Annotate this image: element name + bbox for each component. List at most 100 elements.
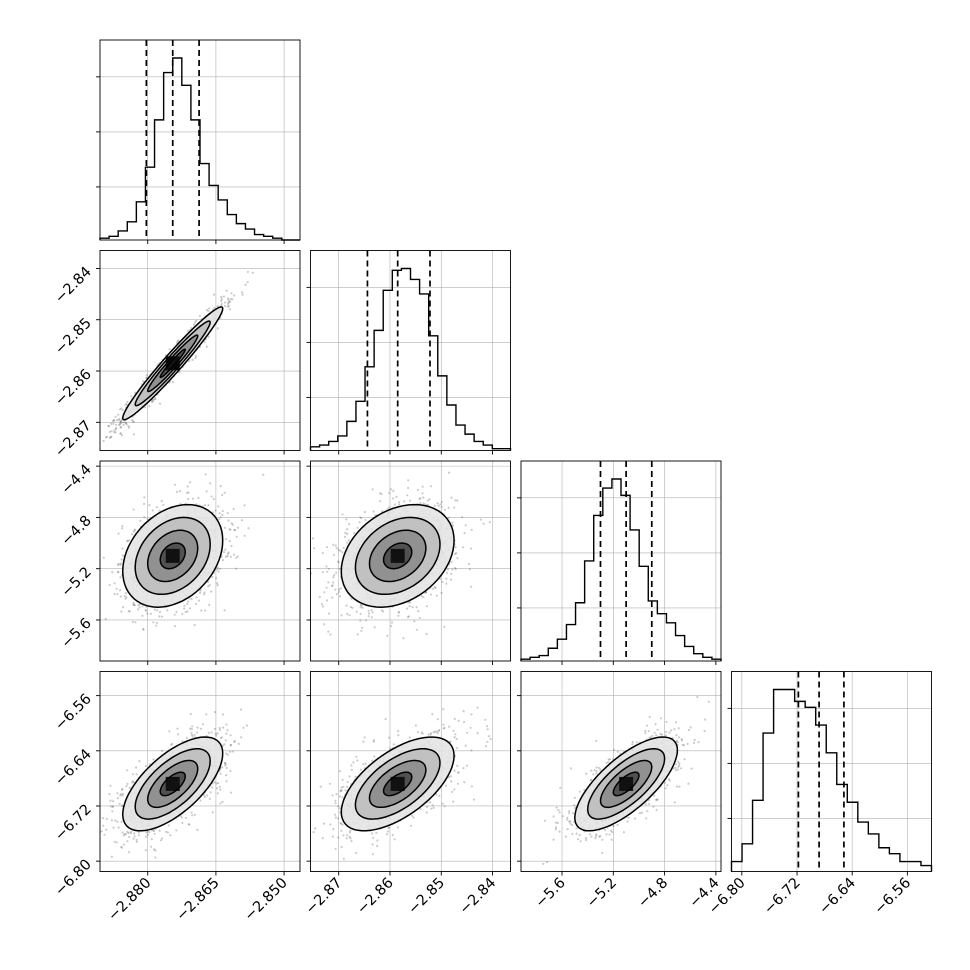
sample-point (138, 606, 141, 609)
sample-point (121, 409, 124, 412)
sample-point (120, 527, 124, 530)
sample-point (361, 606, 364, 609)
sample-point (216, 584, 219, 587)
sample-point (225, 723, 228, 726)
sample-point (117, 532, 120, 535)
sample-point (166, 831, 169, 834)
sample-point (223, 301, 227, 304)
sample-point (337, 588, 341, 591)
sample-point (111, 571, 114, 574)
sample-point (223, 526, 227, 529)
sample-point (468, 562, 471, 566)
sample-point (360, 604, 363, 607)
sample-point (224, 548, 227, 551)
sample-point (349, 605, 352, 609)
sample-point (445, 582, 448, 585)
sample-point (91, 465, 93, 467)
sample-point (407, 479, 410, 482)
sample-point (117, 413, 120, 416)
sample-point (326, 570, 329, 573)
sample-point (115, 426, 118, 430)
sample-point (146, 518, 149, 521)
sample-point (107, 424, 110, 427)
sample-point (488, 521, 491, 524)
sample-point (113, 431, 116, 434)
sample-point (337, 548, 340, 552)
sample-point (122, 423, 125, 427)
sample-point (183, 607, 186, 610)
sample-point (173, 625, 176, 628)
sample-point (219, 802, 222, 805)
sample-point (216, 305, 219, 308)
sample-point (121, 525, 124, 528)
sample-point (422, 496, 425, 499)
sample-point (226, 511, 229, 515)
histogram-panel (96, 40, 300, 241)
sample-point (422, 596, 425, 599)
sample-point (372, 510, 375, 513)
sample-point (235, 556, 238, 559)
sample-point (119, 422, 122, 425)
sample-point (302, 603, 304, 605)
sample-point (320, 603, 324, 606)
sample-point (341, 551, 344, 554)
sample-point (219, 485, 222, 488)
sample-point (195, 596, 198, 599)
sample-point (453, 506, 456, 509)
sample-point (235, 535, 238, 538)
sample-point (224, 739, 227, 742)
sample-point (392, 497, 395, 500)
sample-point (409, 499, 412, 502)
sample-point (113, 840, 116, 843)
sample-point (443, 508, 446, 511)
density-peak (165, 548, 180, 563)
sample-point (241, 293, 244, 296)
sample-point (113, 592, 116, 596)
sample-point (433, 585, 436, 589)
sample-point (454, 566, 457, 570)
contour-line (354, 516, 441, 596)
sample-point (194, 354, 197, 358)
sample-point (353, 531, 356, 535)
sample-point (120, 425, 123, 428)
sample-point (112, 826, 115, 829)
axes-frame (99, 250, 301, 451)
sample-point (204, 473, 207, 476)
axes-frame (310, 250, 511, 451)
sample-point (231, 523, 234, 526)
sample-point (318, 595, 321, 599)
sample-point (433, 504, 436, 507)
sample-point (137, 834, 140, 837)
sample-point (323, 591, 326, 594)
sample-point (216, 568, 219, 571)
histogram-step (309, 267, 512, 451)
sample-point (142, 627, 145, 631)
sample-point (231, 298, 234, 301)
sample-point (390, 625, 393, 628)
sample-point (126, 400, 129, 403)
sample-point (397, 611, 400, 614)
sample-point (325, 565, 328, 568)
sample-point (191, 358, 194, 362)
sample-point (114, 428, 118, 431)
sample-point (246, 281, 249, 284)
sample-point (355, 610, 358, 613)
sample-point (203, 504, 207, 507)
sample-point (124, 403, 127, 406)
sample-point (126, 540, 129, 543)
sample-point (367, 609, 370, 612)
sample-point (132, 601, 135, 605)
sample-point (220, 302, 223, 305)
sample-point (220, 304, 223, 307)
sample-point (199, 589, 202, 592)
axes-frame (99, 39, 301, 241)
sample-point (388, 491, 391, 495)
sample-point (153, 397, 156, 400)
sample-point (214, 509, 217, 512)
sample-point (223, 491, 226, 494)
sample-point (160, 500, 163, 503)
sample-point (119, 432, 122, 435)
sample-point (143, 516, 146, 519)
sample-point (381, 510, 384, 513)
sample-point (227, 519, 230, 522)
